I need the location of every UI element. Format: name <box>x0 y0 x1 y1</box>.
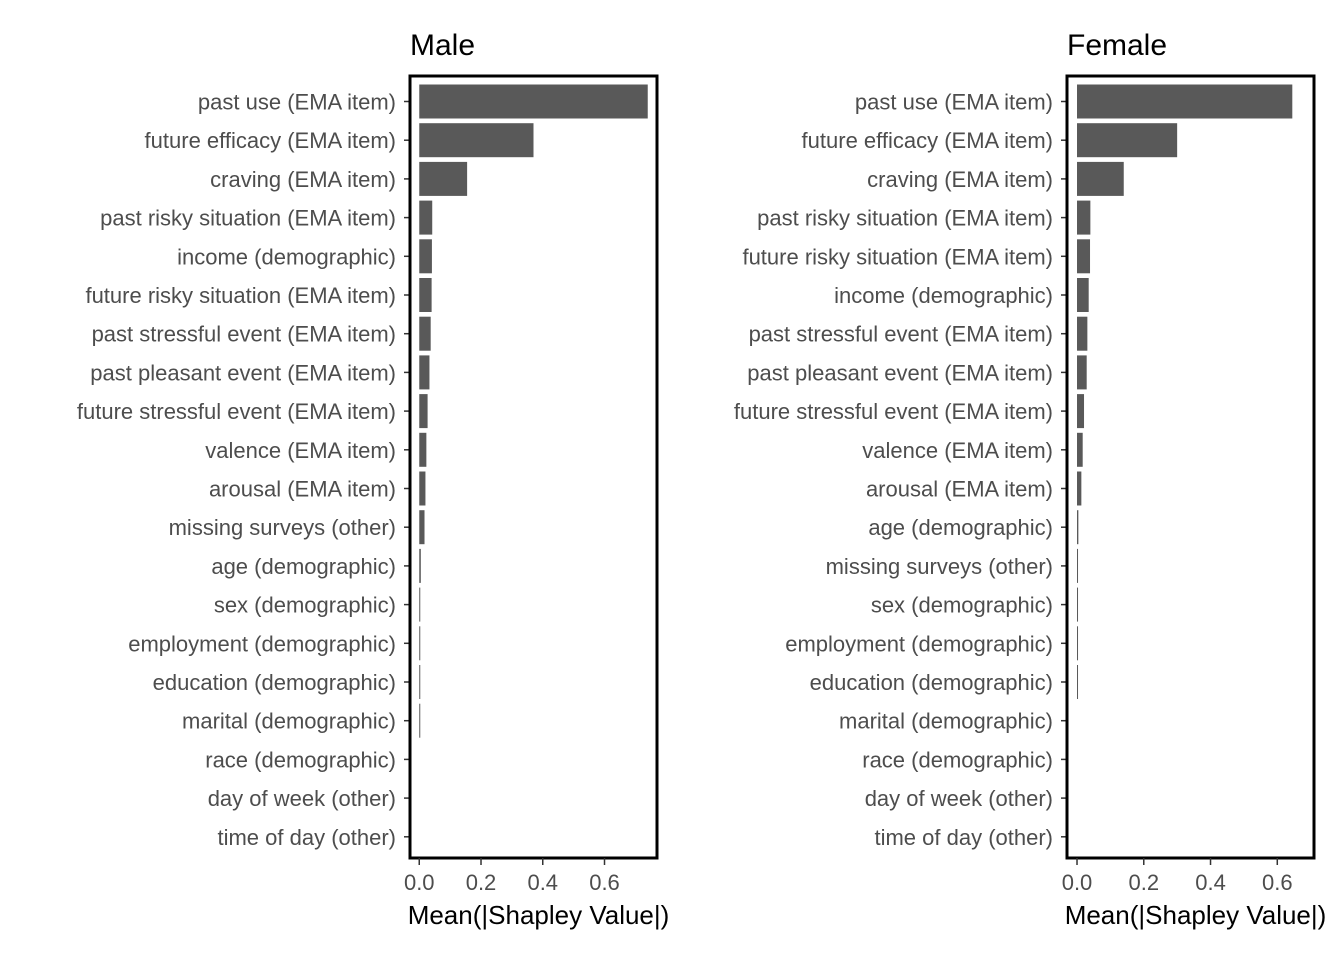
category-label: education (demographic) <box>153 670 396 695</box>
bar <box>419 626 421 661</box>
bar <box>419 200 433 235</box>
category-label: future stressful event (EMA item) <box>734 399 1053 424</box>
panel-title: Female <box>1067 29 1167 62</box>
category-label: time of day (other) <box>217 825 396 850</box>
bar <box>419 394 428 429</box>
category-label: missing surveys (other) <box>826 554 1053 579</box>
bar <box>419 239 432 274</box>
x-tick-label: 0.4 <box>527 870 558 895</box>
category-label: day of week (other) <box>208 786 396 811</box>
bar <box>1077 239 1091 274</box>
bar <box>419 355 430 390</box>
category-label: past pleasant event (EMA item) <box>90 360 396 385</box>
panel-male: Male past use (EMA item) future efficacy (… <box>77 29 669 930</box>
category-label: past use (EMA item) <box>198 90 396 115</box>
category-label: sex (demographic) <box>214 593 396 618</box>
x-tick-label: 0.2 <box>1128 870 1159 895</box>
bar <box>419 123 534 158</box>
panel-female: Female past use (EMA item) future efficacy… <box>734 29 1326 930</box>
bar <box>1077 587 1079 622</box>
category-label: past risky situation (EMA item) <box>757 206 1053 231</box>
category-label: valence (EMA item) <box>862 438 1053 463</box>
category-label: future risky situation (EMA item) <box>742 244 1053 269</box>
bar <box>1077 200 1091 235</box>
category-label: future efficacy (EMA item) <box>145 128 396 153</box>
bar <box>419 432 427 467</box>
bar <box>419 161 468 196</box>
category-label: income (demographic) <box>177 244 396 269</box>
x-tick-label: 0.6 <box>1262 870 1293 895</box>
bar <box>1077 432 1083 467</box>
bar <box>1077 123 1178 158</box>
category-label: age (demographic) <box>868 515 1053 540</box>
category-label: employment (demographic) <box>128 631 396 656</box>
bar <box>1077 316 1088 351</box>
category-label: age (demographic) <box>211 554 396 579</box>
bar <box>1077 471 1082 506</box>
bar <box>1077 84 1293 119</box>
plot-frame <box>1065 74 1316 860</box>
category-label: past risky situation (EMA item) <box>100 206 396 231</box>
category-label: arousal (EMA item) <box>866 477 1053 502</box>
category-label: past stressful event (EMA item) <box>749 322 1053 347</box>
category-label: marital (demographic) <box>182 709 396 734</box>
category-label: past pleasant event (EMA item) <box>747 360 1053 385</box>
bar <box>419 587 421 622</box>
category-label: future efficacy (EMA item) <box>802 128 1053 153</box>
bar <box>419 471 426 506</box>
x-tick-label: 0.2 <box>466 870 497 895</box>
category-label: day of week (other) <box>865 786 1053 811</box>
category-label: craving (EMA item) <box>210 167 396 192</box>
category-label: employment (demographic) <box>785 631 1053 656</box>
bar <box>419 316 431 351</box>
panel-title: Male <box>410 29 475 62</box>
category-label: craving (EMA item) <box>867 167 1053 192</box>
category-label: valence (EMA item) <box>205 438 396 463</box>
plot-frame <box>408 74 659 860</box>
bar <box>419 665 421 699</box>
bar <box>419 703 421 738</box>
category-label: missing surveys (other) <box>169 515 396 540</box>
bar <box>1077 161 1124 196</box>
x-axis-title: Mean(|Shapley Value|) <box>1065 900 1327 930</box>
bar <box>1077 278 1089 312</box>
bar <box>419 548 421 583</box>
category-label: race (demographic) <box>205 747 396 772</box>
bar <box>1077 510 1079 545</box>
bar <box>419 510 425 545</box>
category-label: future risky situation (EMA item) <box>85 283 396 308</box>
bar <box>1077 548 1079 583</box>
x-tick-label: 0.4 <box>1195 870 1226 895</box>
x-axis-title: Mean(|Shapley Value|) <box>408 900 670 930</box>
category-label: past stressful event (EMA item) <box>92 322 396 347</box>
category-label: race (demographic) <box>862 747 1053 772</box>
category-label: arousal (EMA item) <box>209 477 396 502</box>
x-tick-label: 0.0 <box>1062 870 1093 895</box>
bar <box>419 278 432 312</box>
category-label: past use (EMA item) <box>855 90 1053 115</box>
bar <box>1077 626 1079 661</box>
category-label: income (demographic) <box>834 283 1053 308</box>
bar <box>1077 665 1079 699</box>
bar <box>1077 355 1087 390</box>
category-label: sex (demographic) <box>871 593 1053 618</box>
category-label: marital (demographic) <box>839 709 1053 734</box>
x-tick-label: 0.6 <box>589 870 620 895</box>
bar <box>419 84 648 119</box>
category-label: education (demographic) <box>810 670 1053 695</box>
bar <box>1077 394 1085 429</box>
x-tick-label: 0.0 <box>404 870 435 895</box>
category-label: future stressful event (EMA item) <box>77 399 396 424</box>
category-label: time of day (other) <box>874 825 1053 850</box>
